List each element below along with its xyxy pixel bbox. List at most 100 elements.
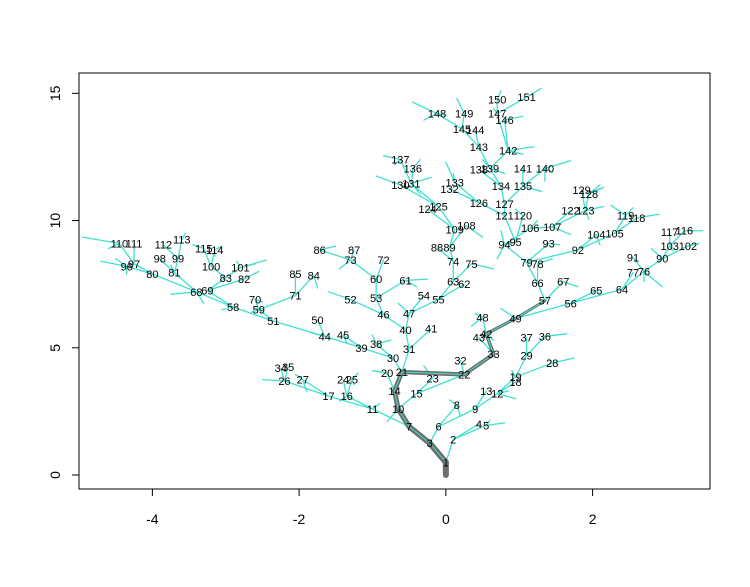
leaf-stub (595, 233, 601, 246)
leaf-stub (507, 149, 524, 156)
leaf-stub (474, 312, 484, 318)
branch-edge (258, 308, 275, 322)
leaf-stub (529, 219, 539, 229)
leaf-stub (452, 172, 456, 184)
node-label: 15 (410, 389, 422, 401)
leaf-stub (410, 176, 432, 185)
leaf-stub (410, 183, 421, 195)
highlight-path-overlay (401, 371, 465, 376)
branch-edge (258, 294, 297, 311)
node-label: 142 (499, 146, 517, 158)
node-label: 71 (289, 291, 301, 303)
node-label: 84 (308, 270, 320, 282)
highlight-path-overlay (394, 390, 399, 410)
node-label: 49 (509, 314, 521, 326)
node-label: 13 (480, 386, 492, 398)
branch-edge (461, 128, 480, 148)
y-axis: 0 5 10 15 (47, 85, 80, 479)
branch-edge (173, 258, 179, 274)
node-label: 123 (576, 205, 594, 217)
node-label: 96 (121, 261, 133, 273)
node-label: 72 (377, 255, 389, 267)
leaf-stub (404, 279, 418, 288)
leaf-stub (371, 403, 381, 410)
branch-edge (408, 294, 425, 315)
node-label: 8 (454, 400, 460, 412)
node-label: 60 (370, 274, 382, 286)
leaf-stub (465, 225, 484, 238)
node-label: 115 (195, 244, 213, 256)
leaf-stub (236, 260, 242, 269)
node-label: 121 (495, 210, 513, 222)
branch-edge (551, 209, 572, 228)
branch-edge (448, 225, 468, 248)
branch-edge (621, 270, 645, 290)
leaf-stub (170, 264, 176, 274)
leaf-stub (115, 258, 128, 268)
branch-edge (461, 113, 465, 130)
branch-edge (551, 209, 586, 228)
branch-edge (360, 347, 394, 359)
node-label: 28 (546, 358, 558, 370)
branch-edge (525, 335, 546, 357)
leaf-stub (239, 263, 256, 269)
leaf-stub (351, 372, 359, 381)
branch-edge (445, 438, 454, 463)
branch-edge (489, 167, 502, 187)
leaf-stub (338, 395, 348, 402)
node-label: 74 (447, 256, 459, 268)
node-label: 86 (314, 245, 326, 257)
leaf-stub (351, 378, 355, 386)
branch-edge (429, 426, 440, 444)
node-label: 130 (391, 180, 409, 192)
branch-edge (500, 185, 506, 205)
node-label: 24 (337, 375, 349, 387)
leaf-stub (496, 244, 506, 260)
node-label: 114 (206, 245, 224, 257)
y-tick-label: 0 (47, 471, 63, 479)
node-label: 82 (238, 274, 250, 286)
leaf-stub (522, 185, 542, 192)
node-label: 3 (427, 438, 433, 450)
x-tick-label: 2 (589, 511, 597, 527)
node-label: 129 (572, 185, 590, 197)
branch-edge (496, 376, 517, 395)
node-label: 151 (517, 92, 535, 104)
node-label: 70 (249, 294, 261, 306)
node-label: 43 (473, 333, 485, 345)
branch-edge (452, 424, 487, 441)
branch-edge (375, 279, 407, 299)
node-label: 25 (346, 375, 358, 387)
node-label: 67 (557, 277, 569, 289)
node-label: 78 (531, 259, 543, 271)
leaf-stub (551, 357, 575, 364)
highlight-path-overlay (408, 426, 431, 444)
node-label: 63 (447, 277, 459, 289)
x-tick-label: -2 (293, 511, 306, 527)
branch-edge (426, 208, 456, 231)
branch-edge (525, 261, 539, 284)
leaf-stub (221, 306, 234, 311)
node-label: 14 (388, 386, 400, 398)
leaf-stub (319, 245, 337, 251)
leaf-stub (525, 87, 542, 98)
leaf-stub (624, 207, 634, 217)
leaf-stub (170, 291, 198, 296)
node-label: 23 (427, 373, 439, 385)
branch-edge (232, 306, 275, 322)
leaf-stub (250, 308, 260, 313)
node-label: 80 (146, 269, 158, 281)
branch-edge (525, 242, 550, 264)
branch-edge (478, 146, 491, 170)
leaf-stub (470, 263, 495, 270)
node-label: 37 (520, 333, 532, 345)
node-label: 147 (488, 109, 506, 121)
leaf-stub (551, 226, 572, 236)
branch-edge (324, 335, 363, 349)
highlight-path-layer (392, 299, 547, 479)
branch-edge (584, 193, 590, 212)
node-label: 47 (403, 308, 415, 320)
leaf-stub (485, 422, 506, 427)
node-label: 131 (402, 179, 420, 191)
leaf-stub (562, 280, 579, 288)
